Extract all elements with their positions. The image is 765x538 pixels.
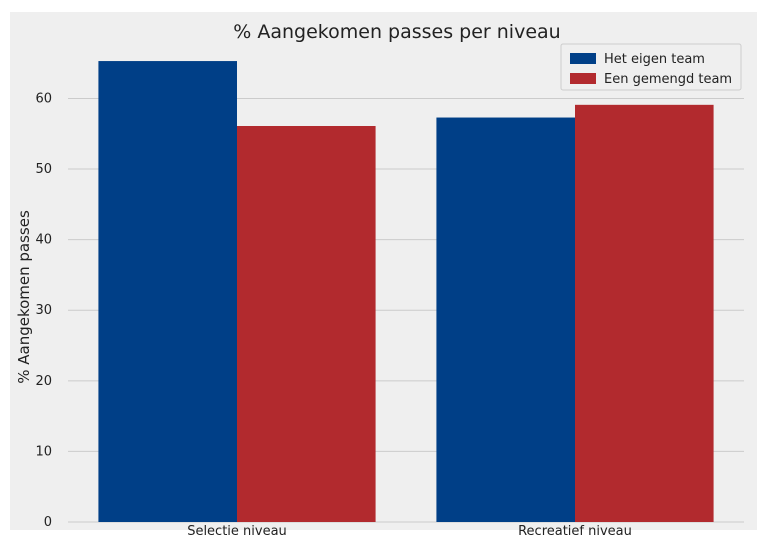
y-tick-label: 40 [35, 233, 52, 248]
legend-label: Het eigen team [604, 52, 705, 67]
x-tick-label: Selectie niveau [187, 524, 287, 538]
y-tick-label: 30 [35, 303, 52, 318]
y-axis-label: % Aangekomen passes [15, 210, 33, 384]
bar [575, 104, 714, 522]
legend-box [560, 43, 742, 91]
x-tick-label: Recreatief niveau [518, 524, 632, 538]
bar [98, 61, 237, 522]
chart-title: % Aangekomen passes per niveau [233, 21, 560, 43]
bar [237, 126, 376, 522]
y-tick-labels: 0 10 20 30 40 50 60 [35, 91, 52, 530]
legend-swatch [570, 73, 596, 84]
legend-label: Een gemengd team [604, 72, 732, 87]
bar [436, 117, 575, 522]
y-tick-label: 50 [35, 162, 52, 177]
x-tick-labels: Selectie niveau Recreatief niveau [187, 524, 632, 538]
legend-items: Het eigen team Een gemengd team [570, 52, 732, 87]
bars [98, 61, 714, 522]
legend: Het eigen team Een gemengd team [560, 43, 742, 91]
y-tick-label: 60 [35, 91, 52, 106]
y-tick-label: 10 [35, 444, 52, 459]
legend-swatch [570, 53, 596, 64]
y-tick-label: 0 [44, 515, 52, 530]
y-tick-label: 20 [35, 374, 52, 389]
